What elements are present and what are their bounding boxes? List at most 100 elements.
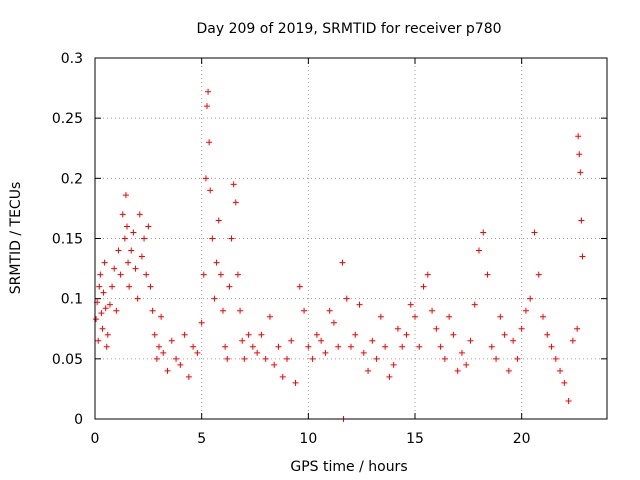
data-point — [535, 271, 542, 278]
data-point — [458, 349, 465, 356]
data-point — [292, 379, 299, 386]
data-point — [284, 355, 290, 362]
data-point — [164, 367, 171, 374]
data-point — [579, 253, 586, 260]
data-point — [446, 313, 453, 320]
data-point — [441, 355, 448, 362]
data-point — [190, 343, 197, 350]
data-point — [326, 307, 333, 314]
data-point — [249, 343, 256, 350]
x-tick-label: 10 — [299, 431, 317, 447]
data-point — [476, 247, 482, 254]
data-point — [222, 343, 229, 350]
data-point — [386, 373, 393, 380]
data-point — [382, 343, 389, 350]
data-point — [548, 343, 555, 350]
data-point — [531, 229, 538, 236]
data-point — [433, 325, 440, 332]
data-point — [429, 307, 436, 314]
data-point — [145, 223, 152, 230]
data-point — [194, 349, 201, 356]
data-point — [544, 331, 551, 338]
data-point — [234, 271, 241, 278]
data-point — [106, 301, 113, 308]
x-tick-label: 20 — [513, 431, 531, 447]
data-point — [99, 325, 106, 332]
data-point — [574, 325, 581, 332]
data-point — [245, 331, 252, 338]
data-point — [204, 103, 210, 110]
data-point — [96, 283, 103, 290]
data-point — [407, 301, 414, 308]
data-point — [119, 211, 126, 218]
data-point — [122, 192, 129, 199]
data-point — [95, 337, 102, 344]
data-point — [288, 337, 295, 344]
data-point — [258, 331, 265, 338]
data-point — [309, 355, 316, 362]
data-point — [510, 337, 517, 344]
data-point — [138, 253, 145, 260]
y-tick-label: 0.15 — [52, 232, 83, 248]
data-point — [352, 331, 359, 338]
data-point — [356, 301, 363, 308]
data-point — [124, 223, 130, 230]
data-point — [360, 349, 367, 356]
data-point — [230, 181, 237, 188]
data-point — [561, 379, 568, 386]
data-point — [241, 355, 248, 362]
data-point — [136, 211, 143, 218]
data-point — [104, 331, 111, 338]
data-point — [493, 355, 500, 362]
data-point — [518, 325, 525, 332]
data-point — [497, 313, 504, 320]
data-point — [117, 271, 124, 278]
data-point — [149, 307, 156, 314]
x-tick-label: 15 — [406, 431, 424, 447]
data-point — [271, 361, 278, 368]
data-point — [100, 289, 107, 296]
data-point — [565, 397, 572, 404]
data-point — [228, 235, 235, 242]
data-point — [322, 349, 329, 356]
data-point — [266, 313, 273, 320]
data-point — [305, 343, 312, 350]
y-tick-label: 0.05 — [52, 352, 83, 368]
data-point — [200, 271, 207, 278]
axis-ticks: 0 5 10 15 20 0 0.05 0.1 0.15 0.2 0.25 0.3 — [52, 51, 607, 447]
x-tick-label: 0 — [91, 431, 100, 447]
data-point — [454, 367, 461, 374]
data-point — [237, 307, 244, 314]
data-point — [390, 361, 397, 368]
data-points — [93, 88, 586, 422]
data-point — [318, 337, 325, 344]
data-point — [437, 343, 444, 350]
data-point — [98, 310, 105, 317]
data-point — [335, 343, 342, 350]
data-point — [505, 367, 512, 374]
data-point — [275, 343, 282, 350]
data-point — [552, 355, 559, 362]
data-point — [578, 217, 585, 224]
data-point — [296, 283, 303, 290]
data-point — [399, 343, 406, 350]
data-point — [185, 373, 192, 380]
data-point — [102, 305, 109, 312]
data-point — [126, 283, 133, 290]
data-point — [207, 187, 214, 194]
data-point — [557, 367, 564, 374]
data-point — [217, 271, 224, 278]
data-point — [576, 151, 583, 158]
y-tick-label: 0 — [74, 412, 83, 428]
data-point — [121, 235, 128, 242]
data-point — [463, 361, 470, 368]
data-point — [416, 343, 423, 350]
data-point — [202, 175, 209, 182]
data-point — [111, 265, 118, 272]
data-point — [373, 355, 380, 362]
data-point — [181, 331, 188, 338]
data-point — [215, 217, 222, 224]
data-point — [224, 355, 231, 362]
data-point — [412, 313, 418, 320]
